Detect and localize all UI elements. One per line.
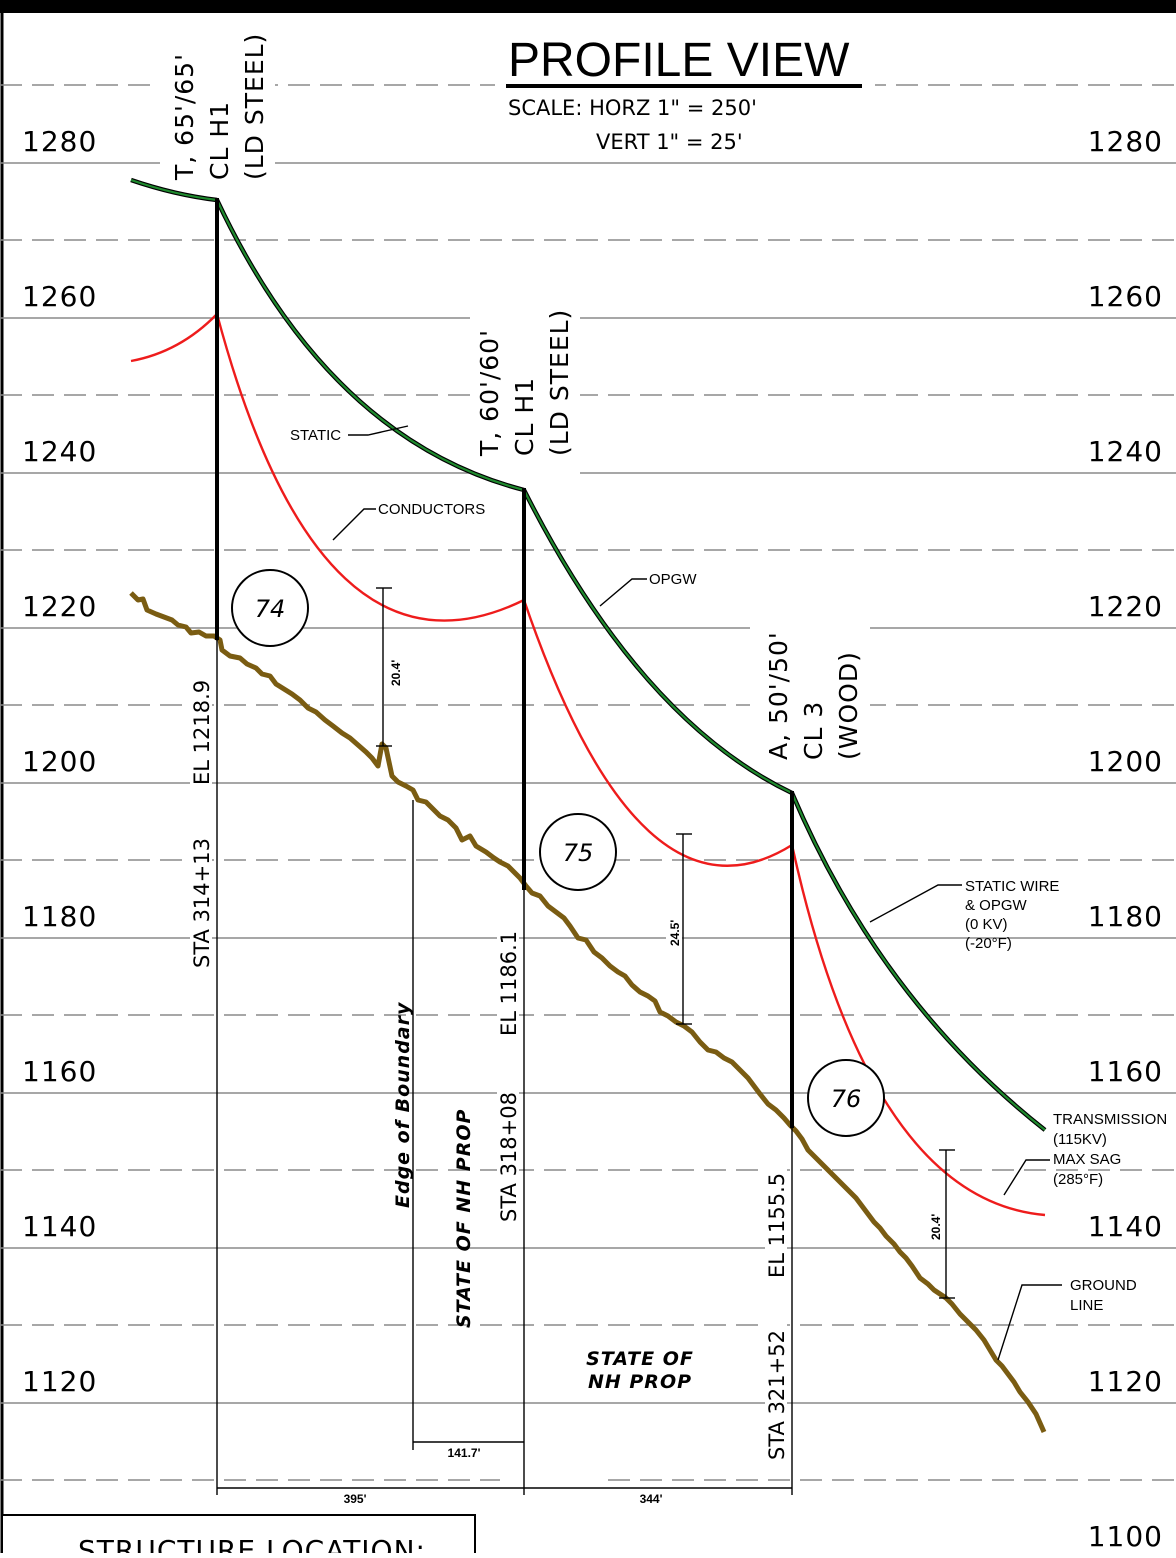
callout-line: TRANSMISSION (1053, 1111, 1167, 1128)
state-prop-line1: STATE OF (586, 1348, 694, 1370)
conductor-lines (130, 313, 1046, 1217)
callout-line: GROUND (1070, 1277, 1137, 1294)
structure-type: A, 50'/50' (764, 631, 793, 760)
structure-class: CL 3 (799, 701, 828, 760)
elevation-label: 1240 (22, 435, 97, 468)
conductor-span-75-76 (522, 599, 793, 867)
state-prop-vertical: STATE OF NH PROP (453, 1109, 475, 1328)
structure-circle (231, 569, 309, 647)
grid (0, 84, 1176, 1481)
callout-line: (-20°F) (965, 935, 1012, 952)
elevation-label: 1140 (1088, 1210, 1163, 1243)
elevation-labels-left: 1280 1260 1240 1220 1200 1180 1160 1140 … (22, 125, 97, 1398)
structure-material: (LD STEEL) (240, 33, 269, 180)
elevation-label: 1240 (1088, 435, 1163, 468)
elevation-label: 1260 (22, 280, 97, 313)
elevation-label: 1180 (1088, 900, 1163, 933)
page-title: PROFILE VIEW (508, 34, 850, 87)
callout-line: & OPGW (965, 897, 1028, 914)
callout-line: (0 KV) (965, 916, 1008, 933)
elevation-label: 1200 (22, 745, 97, 778)
structure-74-labels: T, 65'/65' CL H1 (LD STEEL) EL 1218.9 ST… (170, 33, 269, 970)
clearance-label: 20.4' (389, 660, 403, 686)
structure-location-box (1, 1514, 476, 1556)
static-wire-lines (130, 177, 1047, 1132)
ground-line-callout: GROUND LINE (1070, 1277, 1137, 1314)
structure-class: CL H1 (205, 101, 234, 180)
structure-station: STA 314+13 (190, 838, 214, 968)
structure-76-labels: A, 50'/50' CL 3 (WOOD) EL 1155.5 STA 321… (764, 631, 863, 1460)
elevation-labels-right: 1280 1260 1240 1220 1200 1180 1160 1140 … (1088, 125, 1163, 1553)
structure-type: T, 65'/65' (170, 53, 199, 181)
structure-75-labels: T, 60'/60' CL H1 (LD STEEL) EL 1186.1 ST… (475, 309, 574, 1225)
clearance-label: 24.5' (668, 920, 682, 946)
elevation-label: 1160 (1088, 1055, 1163, 1088)
ground-line (129, 591, 1047, 1434)
static-label: STATIC (290, 427, 341, 444)
elevation-label: 1120 (22, 1365, 97, 1398)
elevation-label: 1280 (22, 125, 97, 158)
callout-leaders (332, 425, 1062, 1361)
span-label: 344' (640, 1492, 663, 1506)
elevation-label: 1280 (1088, 125, 1163, 158)
structure-number: 74 (255, 595, 286, 623)
callout-line: LINE (1070, 1297, 1103, 1314)
callout-line: (285°F) (1053, 1171, 1103, 1188)
opgw-label: OPGW (649, 571, 697, 588)
clearance-label: 20.4' (929, 1214, 943, 1240)
structure-poles (215, 198, 794, 1495)
elevation-label: 1220 (1088, 590, 1163, 623)
span-label: 141.7' (448, 1446, 481, 1460)
static-span-right (790, 792, 1046, 1131)
structure-station: STA 318+08 (497, 1092, 521, 1222)
span-dimensions (217, 800, 792, 1489)
scale-horizontal: SCALE: HORZ 1" = 250' (508, 96, 757, 120)
elevation-label: 1260 (1088, 280, 1163, 313)
conductors-label: CONDUCTORS (378, 501, 485, 518)
structure-elevation: EL 1186.1 (497, 931, 521, 1036)
structure-markers: 74 75 76 (231, 569, 885, 1137)
structure-elevation: EL 1155.5 (765, 1173, 789, 1278)
elevation-label: 1200 (1088, 745, 1163, 778)
elevation-label: 1220 (22, 590, 97, 623)
scale-vertical: VERT 1" = 25' (596, 130, 743, 154)
static-span-74-75 (216, 199, 525, 492)
callout-line: (115KV) (1053, 1131, 1107, 1148)
static-span-75-76 (523, 489, 793, 794)
elevation-label: 1180 (22, 900, 97, 933)
structure-number: 76 (831, 1085, 862, 1113)
edge-of-boundary: Edge of Boundary (392, 1001, 414, 1208)
structure-location-label: STRUCTURE LOCATION: (78, 1534, 426, 1553)
conductor-span-right (790, 844, 1046, 1217)
structure-class: CL H1 (510, 377, 539, 456)
structure-station: STA 321+52 (765, 1330, 789, 1460)
structure-circle (539, 813, 617, 891)
structure-number: 75 (563, 839, 594, 867)
state-prop-line2: NH PROP (588, 1371, 692, 1393)
static-wire-callout: STATIC WIRE & OPGW (0 KV) (-20°F) (965, 878, 1059, 952)
conductor-span-left (130, 313, 218, 363)
structure-material: (WOOD) (834, 651, 863, 760)
elevation-label: 1140 (22, 1210, 97, 1243)
structure-type: T, 60'/60' (475, 329, 504, 457)
callout-line: MAX SAG (1053, 1151, 1121, 1168)
transmission-callout: TRANSMISSION (115KV) MAX SAG (285°F) (1053, 1111, 1167, 1188)
elevation-label: 1120 (1088, 1365, 1163, 1398)
elevation-label: 1100 (1088, 1520, 1163, 1553)
span-label: 395' (344, 1492, 367, 1506)
structure-elevation: EL 1218.9 (190, 680, 214, 785)
static-span-left (130, 178, 218, 202)
callout-line: STATIC WIRE (965, 878, 1059, 895)
conductor-span-74-75 (215, 313, 525, 622)
elevation-label: 1160 (22, 1055, 97, 1088)
structure-circle (807, 1059, 885, 1137)
top-border (0, 0, 1176, 13)
structure-material: (LD STEEL) (545, 309, 574, 456)
clearance-dimensions (376, 587, 955, 1299)
